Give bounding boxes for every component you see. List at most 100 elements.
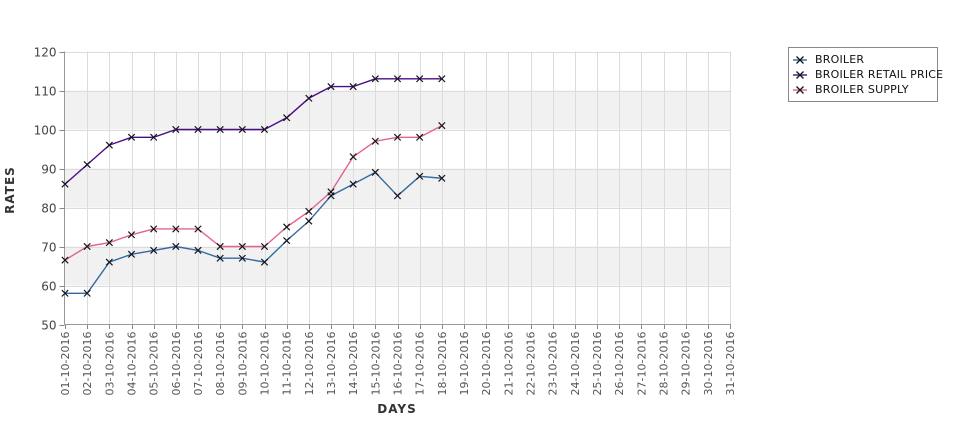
x-tick-label: 25-10-2016: [591, 332, 604, 396]
y-tick-label: 120: [34, 46, 57, 60]
data-point-marker: [83, 160, 91, 169]
data-point-marker: [438, 121, 446, 130]
data-point-marker: [150, 246, 158, 255]
plot-band: [64, 246, 731, 286]
x-tick-label: 05-10-2016: [148, 332, 161, 396]
data-point-marker: [150, 133, 158, 141]
data-point-marker: [305, 207, 313, 216]
x-tick-label: 06-10-2016: [170, 332, 183, 396]
x-tick-label: 09-10-2016: [236, 332, 249, 396]
x-tick-label: 29-10-2016: [680, 332, 693, 396]
data-point-marker: [283, 114, 291, 122]
x-tick-label: 04-10-2016: [126, 332, 139, 396]
data-point-marker: [438, 174, 446, 182]
y-tick-label: 80: [41, 202, 56, 216]
x-tick-label: 21-10-2016: [502, 332, 515, 396]
data-point-marker: [238, 254, 246, 262]
data-point-marker: [61, 256, 69, 264]
data-point-marker: [260, 242, 269, 251]
data-point-marker: [305, 94, 313, 102]
x-tick-label: 12-10-2016: [303, 332, 316, 396]
x-tick-label: 01-10-2016: [59, 332, 72, 396]
data-point-marker: [327, 188, 335, 196]
x-marker-icon: [793, 55, 807, 64]
data-point-marker: [216, 125, 224, 134]
data-point-marker: [238, 242, 246, 251]
y-tick-label: 100: [34, 124, 57, 138]
data-point-marker: [172, 242, 180, 251]
y-tick-label: 50: [41, 319, 56, 333]
y-tick-label: 60: [41, 280, 56, 294]
x-tick-label: 27-10-2016: [635, 332, 648, 396]
data-point-marker: [105, 238, 113, 247]
x-tick-label: 28-10-2016: [658, 332, 671, 396]
data-point-marker: [127, 133, 136, 141]
data-point-marker: [349, 180, 357, 188]
data-point-marker: [305, 217, 313, 225]
x-tick-label: 22-10-2016: [525, 332, 538, 396]
x-tick-label: 13-10-2016: [325, 332, 338, 396]
data-point-marker: [83, 289, 91, 297]
legend-label: BROILER: [815, 53, 865, 66]
x-tick-label: 19-10-2016: [458, 332, 471, 396]
data-point-marker: [283, 223, 291, 231]
data-point-marker: [83, 242, 91, 251]
data-point-marker: [349, 153, 357, 161]
x-tick-label: 07-10-2016: [192, 332, 205, 396]
x-tick-label: 02-10-2016: [81, 332, 94, 396]
data-point-marker: [393, 192, 402, 200]
legend-item-broiler-retail-price: BROILER RETAIL PRICE: [792, 67, 943, 82]
x-tick-label: 24-10-2016: [569, 332, 582, 396]
x-axis-title: DAYS: [377, 402, 416, 416]
x-marker-icon: [793, 70, 807, 79]
x-marker-icon: [793, 85, 807, 94]
x-tick-label: 03-10-2016: [103, 332, 116, 396]
x-tick-label: 20-10-2016: [480, 331, 493, 395]
x-tick-label: 23-10-2016: [547, 332, 560, 396]
series-line-broiler-retail-price: [64, 78, 442, 185]
data-point-marker: [194, 246, 202, 255]
data-point-marker: [438, 75, 446, 83]
x-tick-label: 18-10-2016: [436, 332, 449, 396]
data-point-marker: [260, 258, 269, 266]
data-point-marker: [260, 125, 269, 134]
x-tick-label: 08-10-2016: [214, 332, 227, 396]
data-point-marker: [349, 82, 357, 91]
y-tick-label: 110: [34, 85, 57, 99]
data-point-marker: [194, 125, 202, 134]
x-tick-label: 31-10-2016: [724, 332, 737, 396]
x-tick-label: 10-10-2016: [259, 332, 272, 396]
legend: BROILER BROILER RETAIL PRICE BROILER SUP…: [788, 47, 943, 102]
data-point-marker: [371, 168, 379, 177]
data-point-marker: [371, 75, 379, 83]
data-point-marker: [61, 180, 69, 188]
y-axis-title: RATES: [3, 166, 17, 214]
data-point-marker: [172, 125, 180, 134]
data-point-marker: [393, 133, 402, 141]
legend-item-broiler: BROILER: [792, 52, 933, 67]
data-point-marker: [216, 242, 224, 251]
x-tick-label: 15-10-2016: [369, 332, 382, 396]
data-point-marker: [194, 225, 202, 233]
data-point-marker: [127, 231, 136, 239]
x-tick-label: 11-10-2016: [281, 332, 294, 396]
data-point-marker: [150, 225, 158, 233]
data-point-marker: [105, 258, 113, 266]
data-point-marker: [61, 289, 69, 297]
x-tick-label: 17-10-2016: [414, 332, 427, 396]
legend-item-broiler-supply: BROILER SUPPLY: [792, 82, 933, 97]
plot-band: [64, 90, 731, 130]
x-tick-label: 16-10-2016: [392, 332, 405, 396]
data-point-marker: [416, 133, 424, 141]
data-point-marker: [371, 137, 379, 145]
data-point-marker: [105, 141, 113, 149]
legend-label: BROILER RETAIL PRICE: [815, 68, 944, 81]
data-point-marker: [172, 225, 180, 233]
series-line-broiler-supply: [64, 124, 443, 261]
series-line-broiler: [65, 171, 442, 294]
x-tick-label: 26-10-2016: [613, 332, 626, 396]
y-tick-label: 90: [41, 163, 56, 177]
data-point-marker: [238, 125, 246, 134]
